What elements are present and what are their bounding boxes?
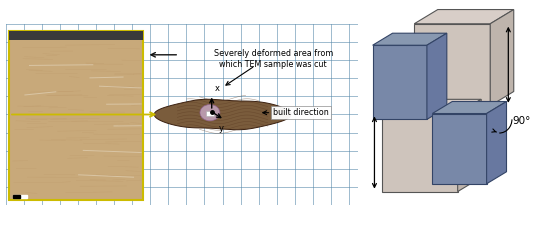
Ellipse shape <box>200 105 220 121</box>
Bar <box>13 195 27 198</box>
Polygon shape <box>427 33 447 119</box>
Text: built direction: built direction <box>273 108 329 117</box>
Polygon shape <box>154 99 291 130</box>
Bar <box>206 111 213 116</box>
Bar <box>9 31 143 40</box>
Polygon shape <box>414 10 514 24</box>
Polygon shape <box>382 99 481 114</box>
Polygon shape <box>487 101 507 184</box>
Bar <box>9 31 143 199</box>
Polygon shape <box>414 24 490 106</box>
Text: 90°: 90° <box>512 116 530 126</box>
Polygon shape <box>458 99 481 192</box>
Polygon shape <box>382 114 458 192</box>
Bar <box>13 195 20 198</box>
Polygon shape <box>432 114 487 184</box>
Text: Severely deformed area from
which TEM sample was cut: Severely deformed area from which TEM sa… <box>213 49 333 69</box>
Polygon shape <box>490 10 514 106</box>
Polygon shape <box>373 33 447 45</box>
Text: y: y <box>218 123 223 133</box>
Polygon shape <box>373 45 427 119</box>
Text: x: x <box>214 84 219 93</box>
Polygon shape <box>432 101 507 114</box>
